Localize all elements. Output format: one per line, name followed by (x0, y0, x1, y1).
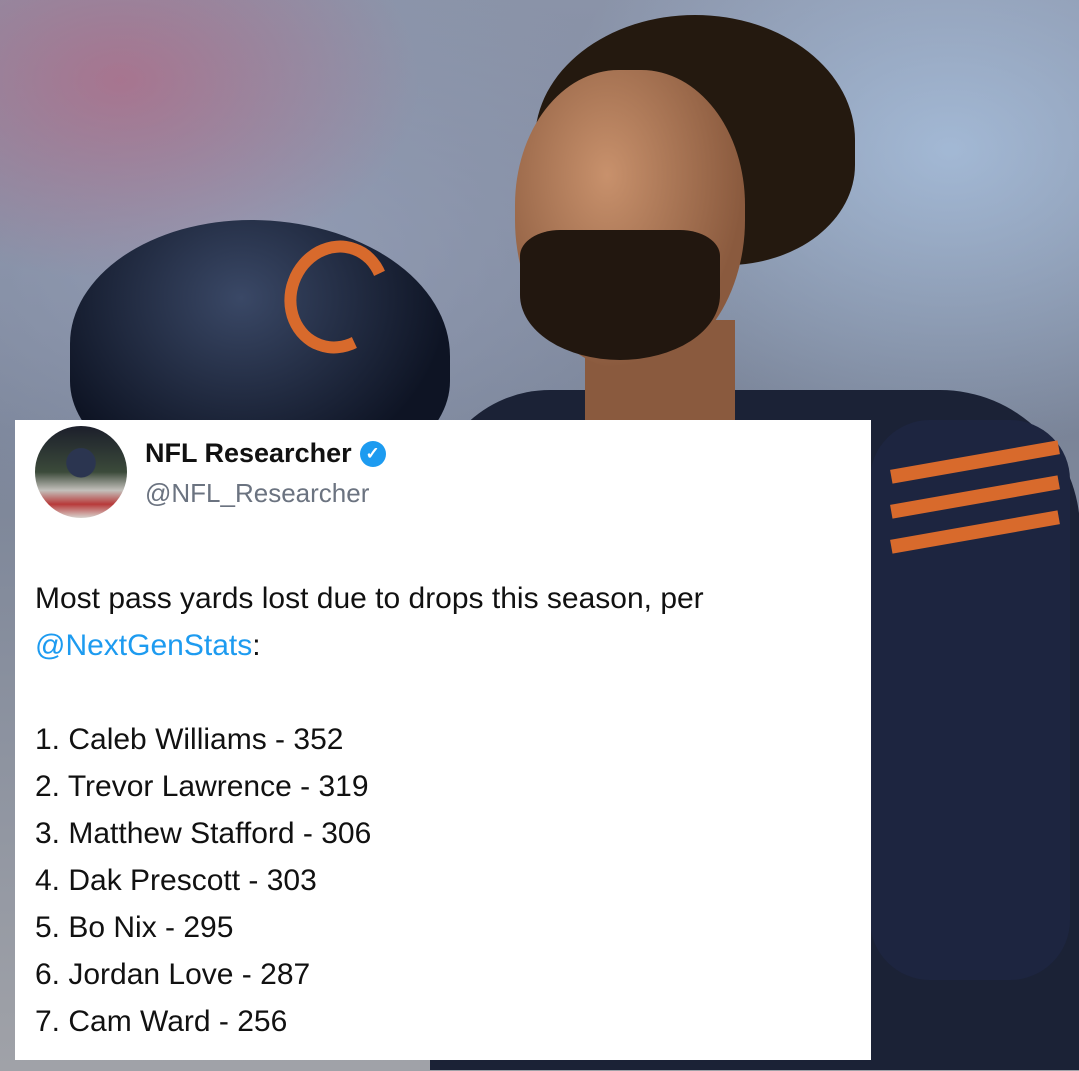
tweet-text: Most pass yards lost due to drops this s… (35, 575, 865, 1045)
verified-badge-icon: ✓ (359, 440, 386, 467)
list-item: 2. Trevor Lawrence - 319 (35, 770, 369, 803)
ranking-list: 1. Caleb Williams - 352 2. Trevor Lawren… (35, 716, 865, 1045)
beard (520, 230, 720, 360)
tweet-card: NFL Researcher ✓ @NFL_Researcher Most pa… (15, 420, 871, 1060)
list-item: 1. Caleb Williams - 352 (35, 723, 344, 756)
list-item: 4. Dak Prescott - 303 (35, 864, 317, 897)
list-item: 3. Matthew Stafford - 306 (35, 817, 372, 850)
list-item: 6. Jordan Love - 287 (35, 958, 311, 991)
tweet-intro: Most pass yards lost due to drops this s… (35, 582, 704, 615)
avatar[interactable] (35, 426, 127, 518)
display-name-text: NFL Researcher (145, 438, 352, 468)
list-item: 5. Bo Nix - 295 (35, 911, 234, 944)
list-item: 7. Cam Ward - 256 (35, 1005, 288, 1038)
mention-suffix: : (252, 629, 261, 662)
display-name[interactable]: NFL Researcher ✓ (145, 438, 386, 469)
handle[interactable]: @NFL_Researcher (145, 478, 370, 508)
mention-link[interactable]: @NextGenStats (35, 629, 253, 662)
